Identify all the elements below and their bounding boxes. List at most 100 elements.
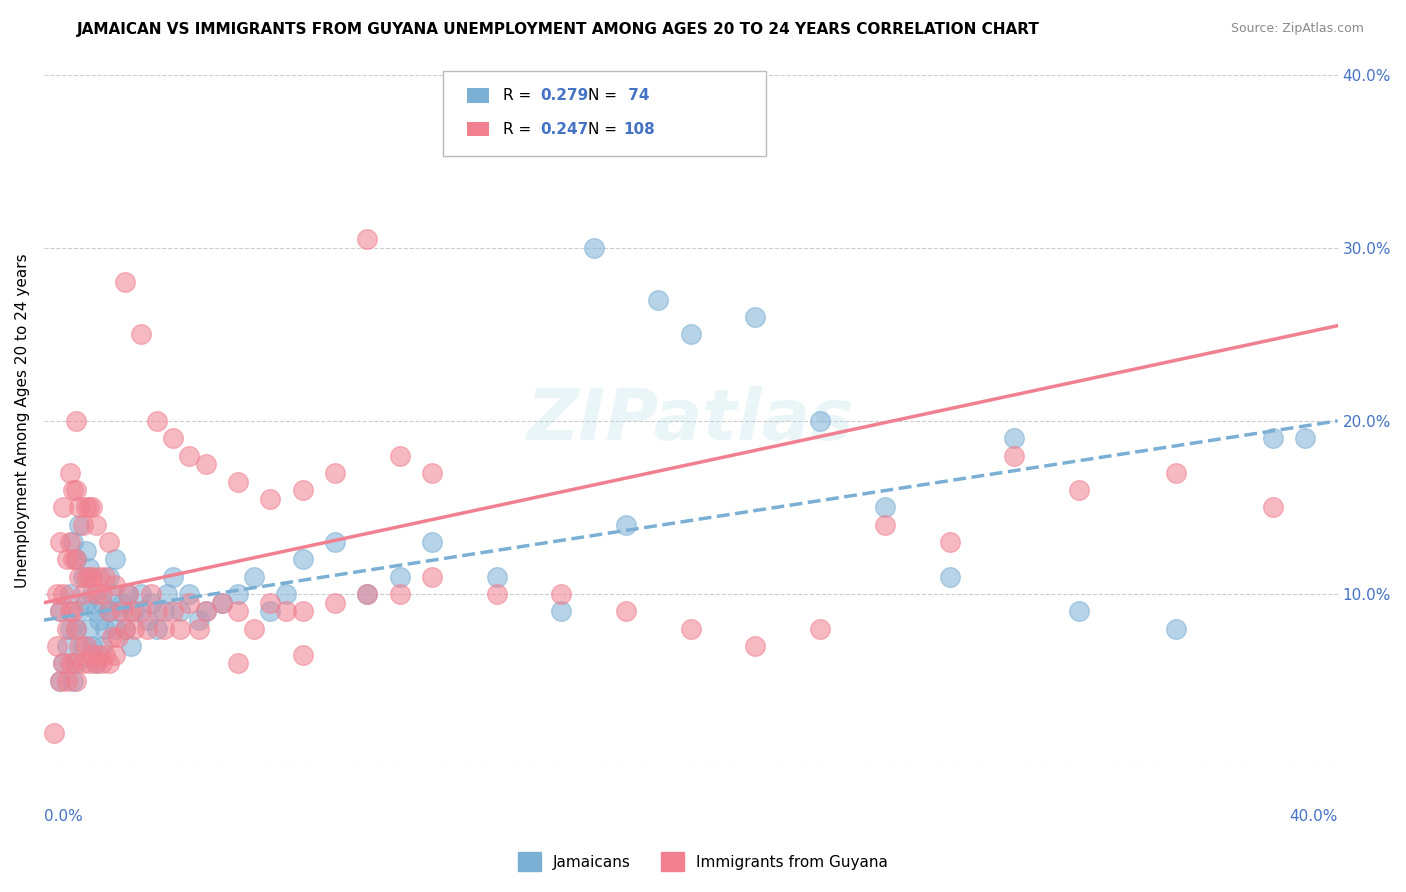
Point — [75, 543, 97, 558]
Point — [120, 604, 142, 618]
Point — [69, 604, 91, 618]
Point — [49, 535, 72, 549]
Point — [84, 604, 107, 618]
Point — [114, 622, 136, 636]
Point — [194, 604, 217, 618]
Point — [873, 517, 896, 532]
Point — [139, 587, 162, 601]
Point — [1164, 622, 1187, 636]
Point — [91, 639, 114, 653]
Point — [65, 483, 87, 498]
Point — [162, 431, 184, 445]
Point — [276, 604, 298, 618]
Point — [129, 327, 152, 342]
Point — [388, 449, 411, 463]
Point — [82, 570, 104, 584]
Point — [49, 604, 72, 618]
Point — [744, 639, 766, 653]
Point — [152, 622, 174, 636]
Point — [356, 587, 378, 601]
Point — [94, 648, 117, 662]
Point — [97, 604, 120, 618]
Text: Source: ZipAtlas.com: Source: ZipAtlas.com — [1230, 22, 1364, 36]
Point — [49, 604, 72, 618]
Point — [52, 657, 75, 671]
Point — [52, 500, 75, 515]
Point — [55, 622, 77, 636]
Point — [291, 552, 314, 566]
Point — [873, 500, 896, 515]
Point — [55, 639, 77, 653]
Point — [77, 657, 100, 671]
Point — [59, 535, 82, 549]
Text: 0.279: 0.279 — [540, 88, 588, 103]
Point — [91, 657, 114, 671]
Point — [65, 552, 87, 566]
Point — [179, 596, 201, 610]
Point — [114, 276, 136, 290]
Point — [129, 604, 152, 618]
Point — [91, 587, 114, 601]
Point — [156, 587, 179, 601]
Point — [59, 657, 82, 671]
Point — [550, 604, 572, 618]
Point — [162, 570, 184, 584]
Point — [124, 622, 146, 636]
Point — [938, 570, 960, 584]
Point — [194, 604, 217, 618]
Point — [647, 293, 669, 307]
Point — [188, 613, 211, 627]
Point — [420, 535, 443, 549]
Point — [259, 491, 281, 506]
Point — [188, 622, 211, 636]
Point — [97, 604, 120, 618]
Point — [75, 500, 97, 515]
Point — [97, 535, 120, 549]
Point — [104, 578, 127, 592]
Point — [77, 500, 100, 515]
Text: R =: R = — [503, 88, 537, 103]
Point — [42, 725, 65, 739]
Point — [226, 587, 249, 601]
Point — [194, 457, 217, 471]
Point — [169, 604, 191, 618]
Text: 108: 108 — [623, 122, 655, 136]
Point — [356, 232, 378, 246]
Point — [1164, 466, 1187, 480]
Point — [75, 596, 97, 610]
Point — [356, 587, 378, 601]
Point — [97, 570, 120, 584]
Point — [72, 657, 94, 671]
Point — [59, 622, 82, 636]
Point — [69, 500, 91, 515]
Point — [52, 657, 75, 671]
Point — [62, 483, 84, 498]
Point — [107, 604, 129, 618]
Point — [65, 552, 87, 566]
Point — [323, 466, 346, 480]
Point — [614, 604, 637, 618]
Point — [49, 673, 72, 688]
Point — [75, 639, 97, 653]
Point — [97, 657, 120, 671]
Point — [94, 570, 117, 584]
Point — [69, 639, 91, 653]
Point — [1002, 449, 1025, 463]
Text: N =: N = — [588, 122, 621, 136]
Point — [55, 552, 77, 566]
Point — [77, 561, 100, 575]
Point — [420, 466, 443, 480]
Point — [69, 517, 91, 532]
Point — [169, 622, 191, 636]
Point — [72, 570, 94, 584]
Point — [1294, 431, 1316, 445]
Point — [65, 657, 87, 671]
Point — [243, 622, 266, 636]
Point — [84, 657, 107, 671]
Point — [107, 631, 129, 645]
Point — [117, 587, 139, 601]
Point — [211, 596, 233, 610]
Point — [808, 622, 831, 636]
Point — [114, 622, 136, 636]
Point — [72, 587, 94, 601]
